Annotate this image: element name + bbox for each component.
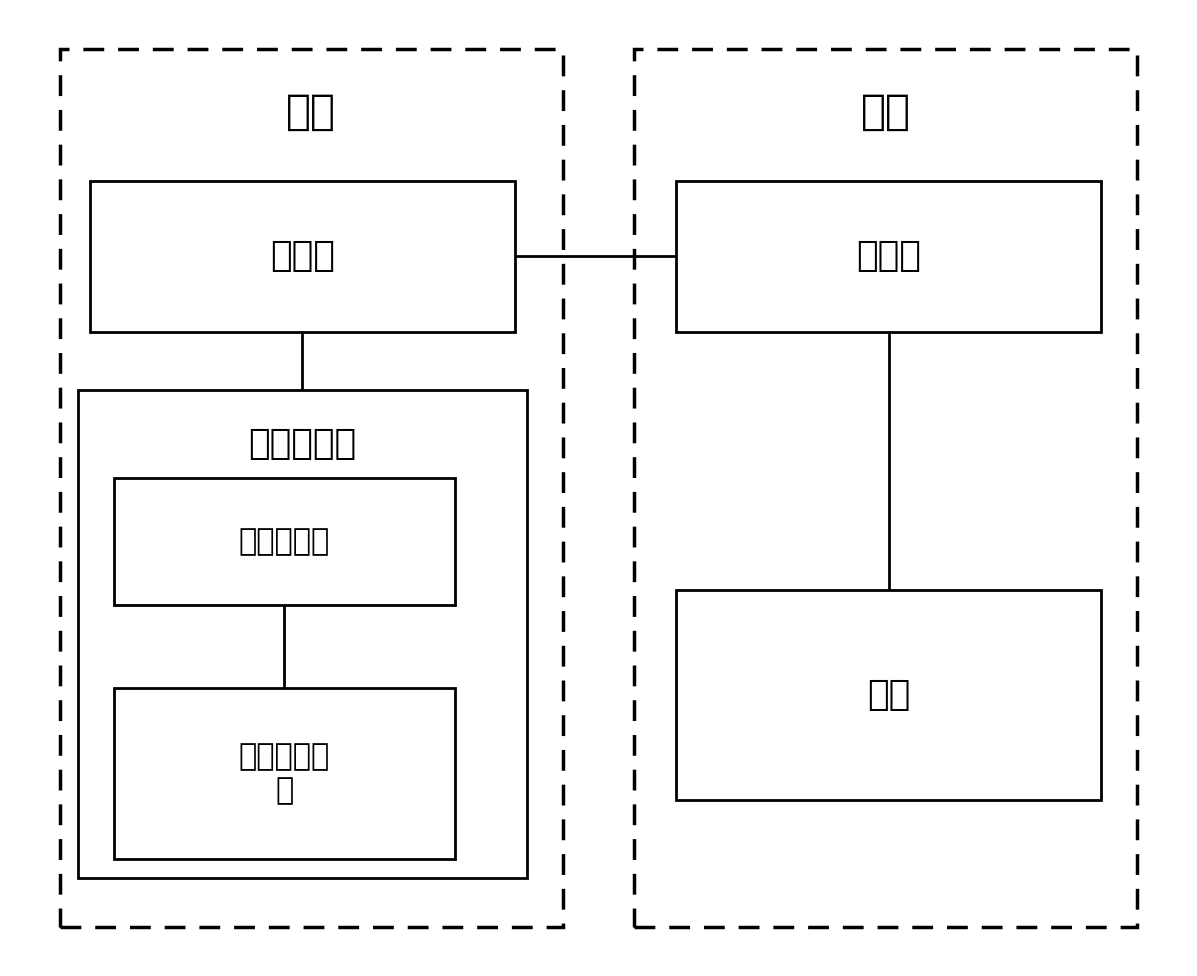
Bar [634,49,1137,927]
Text: 定子: 定子 [861,91,911,134]
Bar [78,390,527,878]
Text: 接收器: 接收器 [269,239,335,273]
Text: 配重平衡块: 配重平衡块 [238,527,330,556]
Bar [60,49,563,927]
Bar [676,181,1101,332]
Text: 转子: 转子 [286,91,336,134]
Text: 位置计算模
块: 位置计算模 块 [238,742,330,805]
Text: 动平衡装置: 动平衡装置 [248,427,357,461]
Bar [676,590,1101,800]
Bar [90,181,515,332]
Text: 传送器: 传送器 [856,239,922,273]
Bar [114,478,455,605]
Bar [114,688,455,859]
Text: 探头: 探头 [867,678,911,712]
